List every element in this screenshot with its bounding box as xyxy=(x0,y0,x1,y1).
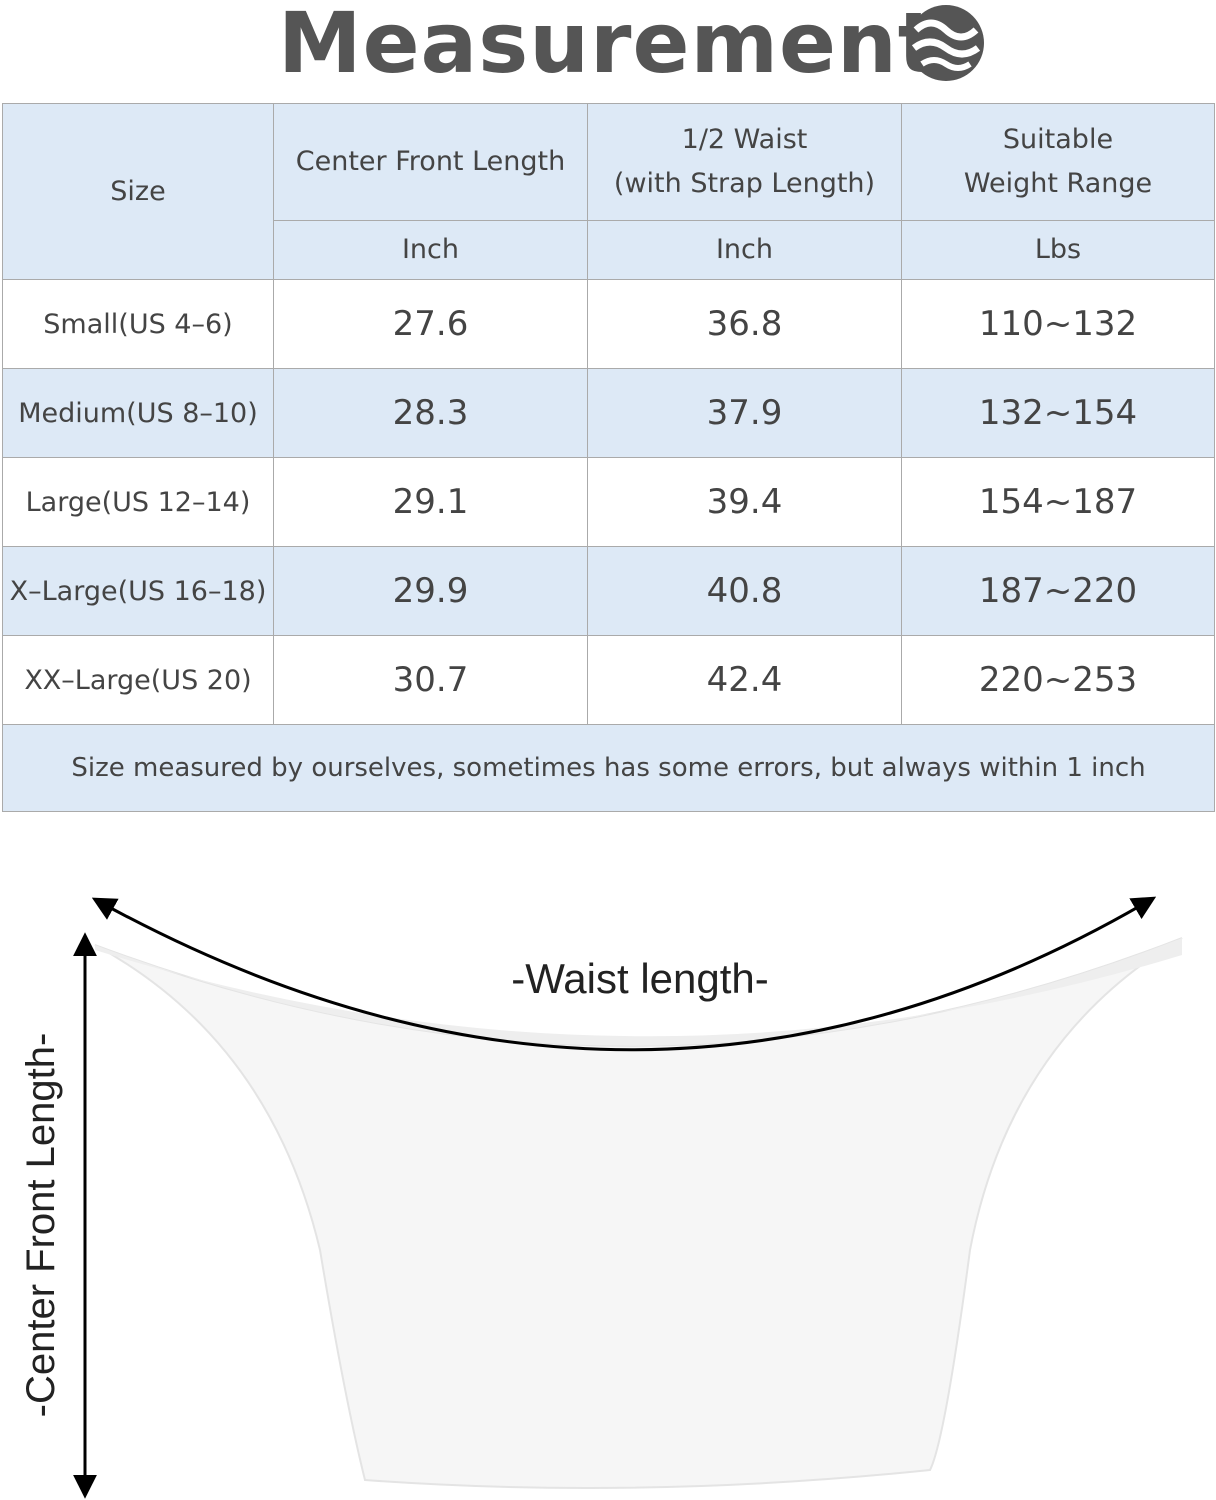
value-cell: 28.3 xyxy=(273,368,588,458)
value-cell: 40.8 xyxy=(587,546,902,636)
value-cell: 29.1 xyxy=(273,457,588,547)
unit-cell: Inch xyxy=(587,220,902,280)
unit-cell: Inch xyxy=(273,220,588,280)
header-cell: 1/2 Waist (with Strap Length) xyxy=(587,103,902,221)
table-row: Large(US 12–14) 29.1 39.4 154~187 xyxy=(2,457,1215,547)
waist-arrow xyxy=(91,896,1157,1052)
table-body: Small(US 4–6) 27.6 36.8 110~132 Medium(US 8–… xyxy=(2,279,1215,725)
header-cell: Size xyxy=(2,103,274,280)
value-cell: 132~154 xyxy=(901,368,1215,458)
value-cell: 37.9 xyxy=(587,368,902,458)
value-cell: 154~187 xyxy=(901,457,1215,547)
header-line: Weight Range xyxy=(963,168,1153,199)
table-row: X–Large(US 16–18) 29.9 40.8 187~220 xyxy=(2,546,1215,636)
table-row: Medium(US 8–10) 28.3 37.9 132~154 xyxy=(2,368,1215,458)
value-cell: 220~253 xyxy=(901,635,1215,725)
header-cell: Center Front Length xyxy=(273,103,588,221)
header-line: (with Strap Length) xyxy=(613,168,876,199)
value-cell: 29.9 xyxy=(273,546,588,636)
value-cell: 187~220 xyxy=(901,546,1215,636)
logo xyxy=(908,5,984,81)
length-label: -Center Front Length- xyxy=(19,1033,63,1418)
size-cell: Large(US 12–14) xyxy=(2,457,274,547)
value-cell: 36.8 xyxy=(587,279,902,369)
note: Size measured by ourselves, sometimes ha… xyxy=(2,724,1215,812)
header-cell: Suitable Weight Range xyxy=(901,103,1215,221)
waist-label: -Waist length- xyxy=(511,955,769,1002)
value-cell: 39.4 xyxy=(587,457,902,547)
value-cell: 30.7 xyxy=(273,635,588,725)
table-row: Small(US 4–6) 27.6 36.8 110~132 xyxy=(2,279,1215,369)
size-table: Size Center Front Length 1/2 Waist (with … xyxy=(2,103,1215,812)
header-line: Suitable xyxy=(1002,124,1114,155)
size-cell: X–Large(US 16–18) xyxy=(2,546,274,636)
unit-cell: Lbs xyxy=(901,220,1215,280)
value-cell: 110~132 xyxy=(901,279,1215,369)
size-cell: Small(US 4–6) xyxy=(2,279,274,369)
value-cell: 42.4 xyxy=(587,635,902,725)
table-row: XX–Large(US 20) 30.7 42.4 220~253 xyxy=(2,635,1215,725)
value-cell: 27.6 xyxy=(273,279,588,369)
title: Measurement xyxy=(278,0,939,92)
size-cell: Medium(US 8–10) xyxy=(2,368,274,458)
title-bar: Measurement xyxy=(0,0,1216,92)
garment-edge xyxy=(95,938,1182,1046)
header-line: 1/2 Waist xyxy=(681,124,808,155)
size-cell: XX–Large(US 20) xyxy=(2,635,274,725)
garment xyxy=(94,937,1183,1489)
